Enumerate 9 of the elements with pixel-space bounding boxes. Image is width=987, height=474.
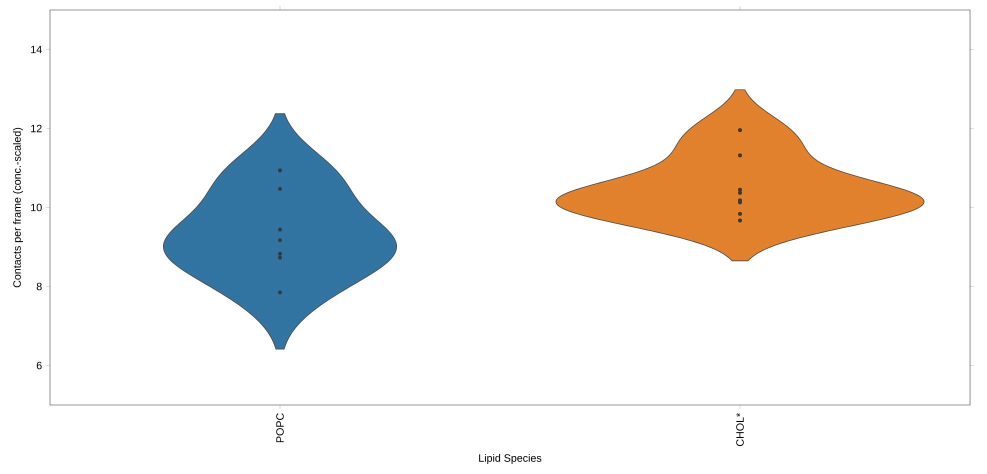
y-tick-label: 8 [36,282,42,290]
y-tick-label: 6 [36,362,42,370]
y-axis-title: Contacts per frame (conc.-scaled) [12,128,23,288]
x-axis-title: Lipid Species [479,454,542,464]
x-tick-label: POPC [276,413,284,442]
y-tick-label: 12 [31,124,42,132]
y-tick-label: 10 [31,204,42,212]
y-tick-label: 14 [31,46,42,54]
x-tick-label: CHOL* [736,412,744,446]
